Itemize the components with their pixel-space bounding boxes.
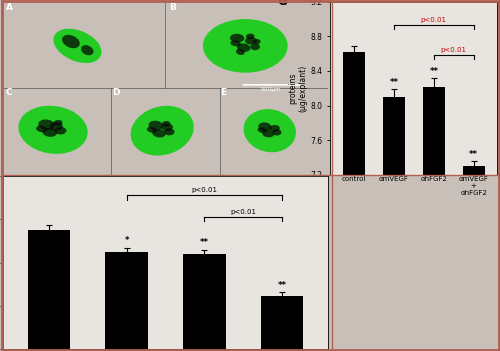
- Text: A: A: [6, 4, 13, 13]
- Ellipse shape: [272, 129, 281, 135]
- Ellipse shape: [230, 40, 240, 46]
- Text: C: C: [6, 88, 12, 97]
- Ellipse shape: [253, 39, 260, 44]
- Text: p<0.01: p<0.01: [191, 187, 217, 193]
- Text: E: E: [220, 88, 226, 97]
- Ellipse shape: [162, 121, 170, 126]
- Text: *: *: [124, 237, 129, 245]
- Text: **: **: [469, 150, 478, 159]
- Text: **: **: [430, 67, 438, 76]
- Ellipse shape: [38, 119, 55, 130]
- Ellipse shape: [244, 109, 296, 152]
- Ellipse shape: [161, 124, 173, 131]
- Text: **: **: [278, 280, 286, 290]
- Bar: [462, 166, 484, 351]
- Ellipse shape: [42, 128, 57, 137]
- Text: 500μm: 500μm: [261, 87, 281, 92]
- Ellipse shape: [152, 129, 166, 138]
- Ellipse shape: [36, 126, 47, 132]
- Ellipse shape: [54, 29, 102, 63]
- Bar: [383, 97, 405, 351]
- Bar: [183, 254, 226, 349]
- Y-axis label: proteins
(µg/explant): proteins (µg/explant): [288, 65, 308, 112]
- Text: G: G: [277, 0, 286, 8]
- Ellipse shape: [258, 127, 266, 133]
- Text: p<0.01: p<0.01: [421, 16, 447, 22]
- Text: p<0.01: p<0.01: [230, 209, 256, 215]
- Ellipse shape: [245, 37, 256, 45]
- Ellipse shape: [237, 44, 250, 52]
- Text: p<0.01: p<0.01: [440, 47, 466, 53]
- Ellipse shape: [258, 122, 272, 131]
- Bar: [344, 52, 365, 351]
- Ellipse shape: [203, 19, 287, 73]
- Ellipse shape: [148, 121, 163, 130]
- Ellipse shape: [54, 127, 66, 134]
- Ellipse shape: [130, 106, 194, 155]
- Text: B: B: [168, 4, 175, 13]
- Ellipse shape: [62, 35, 80, 48]
- Bar: [28, 230, 70, 349]
- Ellipse shape: [18, 106, 87, 154]
- Ellipse shape: [236, 49, 245, 55]
- Bar: [260, 296, 303, 349]
- Ellipse shape: [81, 45, 94, 55]
- Ellipse shape: [54, 120, 62, 126]
- Ellipse shape: [147, 127, 156, 133]
- Text: **: **: [200, 238, 208, 247]
- Ellipse shape: [50, 122, 63, 131]
- Bar: [106, 252, 148, 349]
- Ellipse shape: [262, 130, 274, 137]
- Ellipse shape: [164, 128, 174, 135]
- Ellipse shape: [270, 125, 280, 132]
- Ellipse shape: [230, 34, 244, 42]
- Text: D: D: [112, 88, 119, 97]
- Bar: [423, 87, 445, 351]
- Text: **: **: [390, 78, 398, 87]
- Ellipse shape: [246, 34, 254, 39]
- Ellipse shape: [250, 43, 260, 50]
